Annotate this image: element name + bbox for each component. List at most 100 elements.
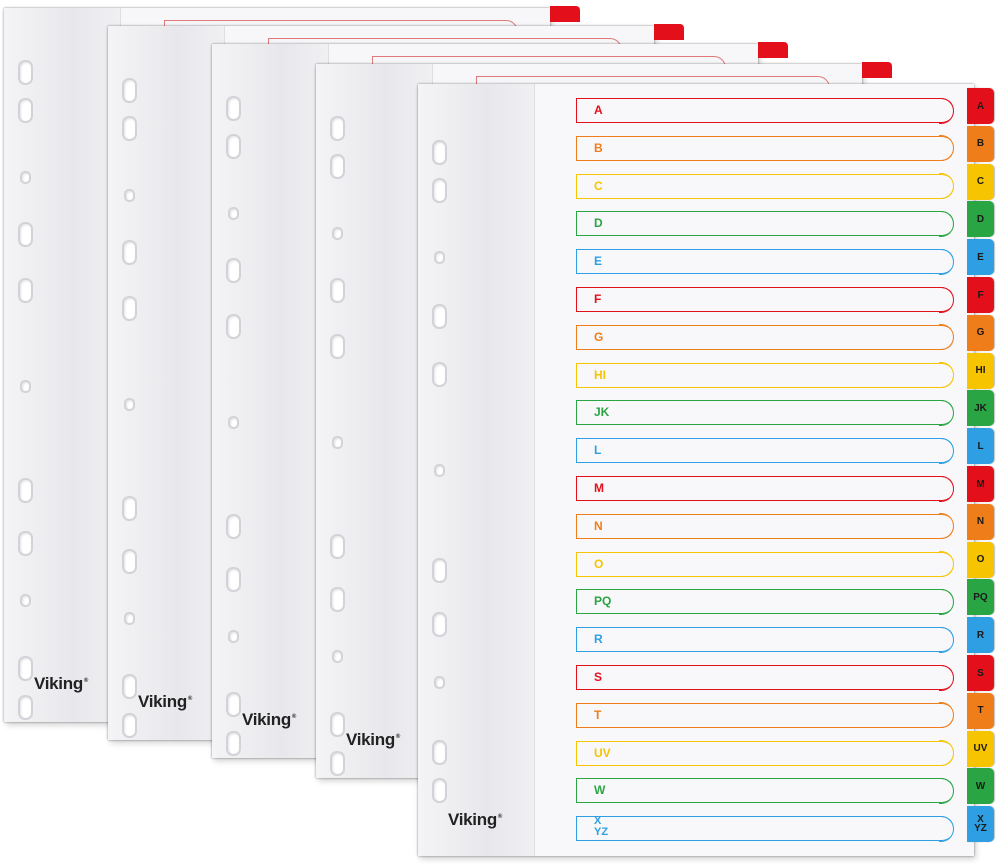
divider-sheet-front: Viking A B C D E F G HI JK L M N O PQ R S T UV W X YZ bbox=[418, 84, 974, 856]
divider-tab[interactable]: F bbox=[967, 277, 994, 313]
punch-hole bbox=[18, 695, 33, 720]
divider-tab[interactable]: D bbox=[967, 201, 994, 238]
divider-tab[interactable]: PQ bbox=[967, 579, 994, 616]
punch-hole bbox=[122, 549, 137, 574]
punch-hole bbox=[432, 140, 447, 165]
divider-tab[interactable]: X YZ bbox=[967, 806, 994, 843]
divider-tab[interactable]: JK bbox=[967, 390, 994, 427]
punch-hole bbox=[18, 531, 33, 556]
index-row-label: UV bbox=[594, 745, 611, 760]
index-row-label: PQ bbox=[594, 594, 612, 609]
index-row: A bbox=[576, 97, 954, 124]
divider-tab[interactable]: W bbox=[967, 768, 994, 805]
punch-hole bbox=[124, 189, 135, 202]
index-row: E bbox=[576, 248, 954, 275]
punch-hole bbox=[122, 713, 137, 738]
color-tab bbox=[550, 6, 580, 22]
divider-tab[interactable]: C bbox=[967, 163, 994, 200]
index-row: B bbox=[576, 135, 954, 162]
brand-logo: Viking bbox=[34, 674, 88, 694]
punch-hole bbox=[332, 436, 343, 449]
index-row: G bbox=[576, 324, 954, 351]
color-tab bbox=[758, 42, 788, 58]
punch-hole bbox=[226, 692, 241, 717]
divider-tab[interactable]: S bbox=[967, 655, 994, 691]
divider-tab[interactable]: A bbox=[967, 88, 994, 124]
punch-hole bbox=[330, 751, 345, 776]
punch-hole bbox=[434, 676, 445, 689]
punch-hole bbox=[330, 154, 345, 179]
brand-logo: Viking bbox=[242, 710, 296, 730]
divider-tab[interactable]: HI bbox=[967, 352, 994, 389]
punch-hole bbox=[18, 60, 33, 85]
index-row: M bbox=[576, 475, 954, 502]
index-row-label: D bbox=[594, 216, 603, 231]
punch-hole bbox=[330, 278, 345, 303]
index-row: T bbox=[576, 702, 954, 729]
punch-hole bbox=[330, 712, 345, 737]
index-row: F bbox=[576, 286, 954, 313]
punch-hole bbox=[122, 496, 137, 521]
index-row-label: S bbox=[594, 670, 603, 684]
divider-tab[interactable]: E bbox=[967, 239, 994, 276]
index-row: JK bbox=[576, 399, 954, 426]
punch-hole bbox=[20, 171, 31, 184]
index-row-label: E bbox=[594, 254, 603, 269]
punch-hole bbox=[432, 778, 447, 803]
punch-hole bbox=[228, 416, 239, 429]
punch-hole bbox=[434, 251, 445, 264]
punch-hole bbox=[20, 594, 31, 607]
punch-hole bbox=[122, 116, 137, 141]
punch-hole bbox=[432, 558, 447, 583]
color-tab bbox=[654, 24, 684, 40]
punch-hole bbox=[432, 362, 447, 387]
divider-tab[interactable]: UV bbox=[967, 730, 994, 767]
index-row-label: W bbox=[594, 783, 606, 798]
punch-hole bbox=[18, 98, 33, 123]
punch-hole bbox=[432, 178, 447, 203]
punch-hole bbox=[330, 534, 345, 559]
index-row-label: JK bbox=[594, 405, 610, 420]
index-row-label: X YZ bbox=[594, 815, 609, 839]
index-row: HI bbox=[576, 362, 954, 389]
brand-logo: Viking bbox=[448, 810, 502, 830]
index-row-label: T bbox=[594, 707, 602, 722]
punch-hole bbox=[122, 240, 137, 265]
index-row-label: N bbox=[594, 518, 603, 533]
divider-tab[interactable]: O bbox=[967, 541, 994, 578]
punch-hole bbox=[226, 314, 241, 339]
index-row: W bbox=[576, 777, 954, 804]
punch-hole bbox=[226, 96, 241, 121]
punch-hole bbox=[124, 398, 135, 411]
punch-hole bbox=[122, 296, 137, 321]
punch-hole bbox=[434, 464, 445, 477]
punch-hole bbox=[226, 134, 241, 159]
punch-hole bbox=[228, 207, 239, 220]
index-row-label: B bbox=[594, 140, 603, 155]
punch-hole bbox=[330, 587, 345, 612]
brand-logo: Viking bbox=[138, 692, 192, 712]
divider-tab[interactable]: L bbox=[967, 428, 994, 465]
punch-hole bbox=[228, 630, 239, 643]
punch-hole bbox=[20, 380, 31, 393]
punch-hole bbox=[18, 222, 33, 247]
divider-tab[interactable]: T bbox=[967, 692, 994, 729]
divider-tab[interactable]: N bbox=[967, 503, 994, 540]
punch-hole bbox=[226, 567, 241, 592]
index-row: O bbox=[576, 551, 954, 578]
index-row-label: F bbox=[594, 292, 602, 306]
index-row: X YZ bbox=[576, 815, 954, 842]
punch-hole bbox=[226, 258, 241, 283]
punch-hole bbox=[226, 514, 241, 539]
divider-tab[interactable]: R bbox=[967, 617, 994, 654]
punch-hole bbox=[122, 78, 137, 103]
color-tab bbox=[862, 62, 892, 78]
divider-tab[interactable]: M bbox=[967, 466, 994, 502]
index-row-label: A bbox=[594, 103, 603, 117]
divider-tab[interactable]: B bbox=[967, 125, 994, 162]
punch-hole bbox=[432, 304, 447, 329]
index-row-label: M bbox=[594, 481, 604, 495]
divider-tab[interactable]: G bbox=[967, 314, 994, 351]
punch-hole bbox=[122, 674, 137, 699]
index-row-label: HI bbox=[594, 367, 606, 382]
